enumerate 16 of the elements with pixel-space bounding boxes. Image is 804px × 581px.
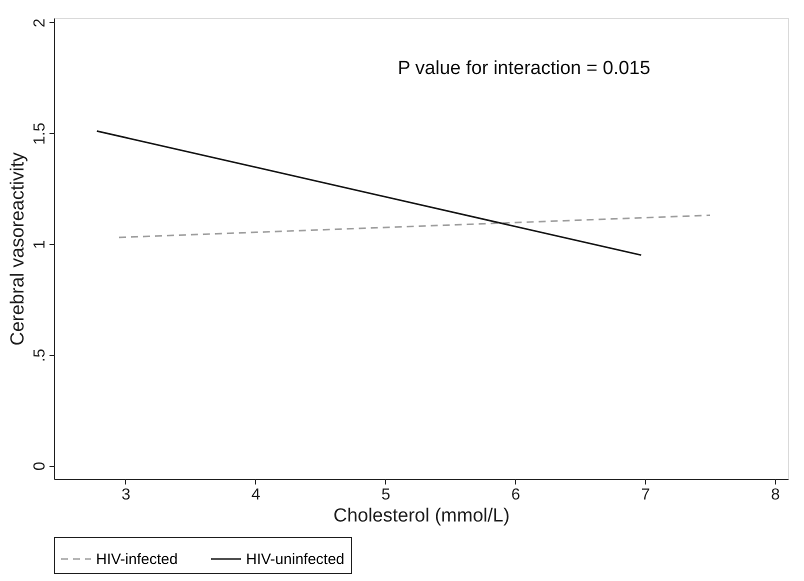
y-tick-label: 1.5: [32, 122, 48, 145]
x-tick-label: 8: [771, 486, 780, 504]
x-axis-title: Cholesterol (mmol/L): [333, 506, 510, 526]
x-tick-label: 6: [511, 486, 520, 504]
legend-label: HIV-infected: [96, 551, 178, 568]
x-tick-label: 4: [251, 486, 260, 504]
x-tick-label: 7: [641, 486, 650, 504]
y-tick-label: 2: [32, 18, 48, 28]
legend-label: HIV-uninfected: [246, 551, 344, 568]
y-tick-label: 1: [32, 240, 48, 250]
x-tick-label: 5: [381, 486, 390, 504]
y-tick-label: .5: [32, 348, 48, 362]
x-tick-label: 3: [122, 486, 130, 504]
y-axis-title: Cerebral vasoreactivity: [8, 152, 28, 346]
y-tick-label: 0: [32, 462, 48, 471]
annotation: P value for interaction = 0.015: [398, 58, 650, 79]
